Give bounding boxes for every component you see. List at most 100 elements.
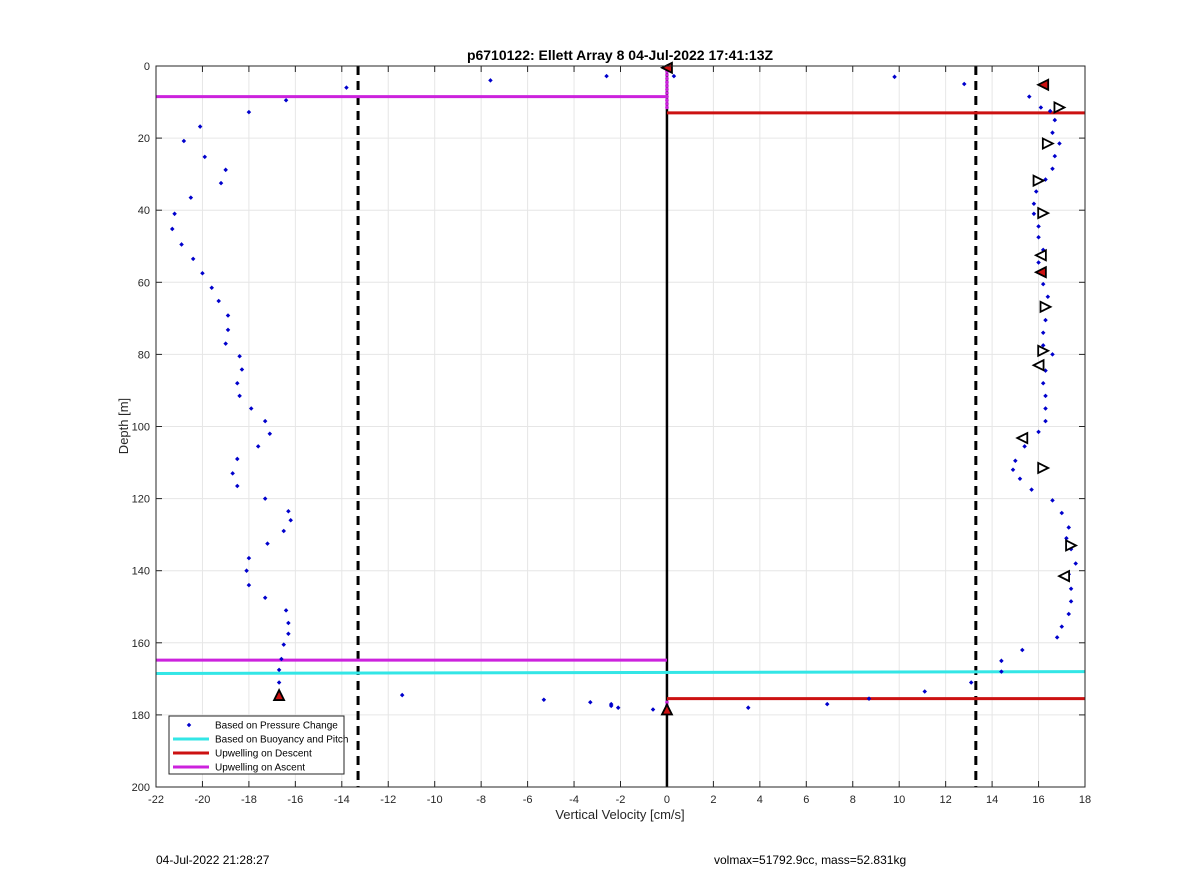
series-line — [155, 670, 1086, 675]
data-point — [230, 471, 235, 476]
data-point — [1022, 444, 1027, 449]
data-point — [237, 393, 242, 399]
data-point — [968, 680, 974, 685]
y-tick-label: 120 — [132, 494, 150, 506]
triangle-marker — [659, 61, 673, 75]
triangle-marker — [660, 702, 674, 716]
triangle-marker — [1039, 300, 1053, 314]
triangle-marker — [1041, 137, 1055, 150]
data-point — [1026, 94, 1032, 99]
axes-box — [155, 65, 1086, 788]
data-point — [399, 692, 405, 698]
data-point — [1047, 108, 1053, 114]
data-point — [1050, 352, 1055, 357]
x-tick-label: -18 — [241, 794, 257, 806]
data-point — [999, 658, 1004, 664]
x-tick-label: -10 — [427, 794, 443, 806]
data-point — [223, 341, 228, 346]
data-point — [541, 697, 547, 703]
surface-marker — [665, 105, 669, 110]
data-point — [279, 656, 284, 662]
data-point — [1043, 317, 1048, 323]
data-point — [209, 285, 215, 290]
data-point — [1045, 294, 1051, 299]
legend-entry: Based on Buoyancy and Pitch — [215, 735, 348, 746]
footer-timestamp: 04-Jul-2022 21:28:27 — [156, 853, 270, 867]
data-point — [235, 483, 240, 489]
y-tick-label: 0 — [144, 61, 150, 73]
plot-area: -22 -20 -18 -16 -14 -12 -10 -8 -6 -4 -2 0 2 4 6 8 10 12 14… — [132, 61, 1091, 806]
y-tick-label: 60 — [138, 277, 150, 289]
surface-marker — [665, 76, 669, 81]
data-point — [237, 353, 242, 359]
data-point — [615, 705, 621, 710]
x-tick-label: -2 — [616, 794, 626, 806]
data-point — [190, 256, 196, 262]
x-tick-label: 16 — [1032, 794, 1044, 806]
data-point — [262, 418, 268, 424]
triangle-marker — [272, 688, 286, 701]
y-axis-label: Depth [m] — [116, 398, 131, 454]
triangle-marker — [1037, 206, 1051, 220]
data-point — [1010, 467, 1016, 473]
y-tick-label: 160 — [132, 638, 150, 650]
x-tick-label: 14 — [986, 794, 998, 806]
data-point — [1040, 330, 1046, 336]
data-point — [999, 669, 1004, 674]
x-tick-label: -22 — [148, 794, 164, 806]
x-tick-label: -4 — [569, 794, 579, 806]
surface-marker — [665, 80, 669, 85]
data-point — [1050, 498, 1055, 503]
x-axis-label: Vertical Velocity [cm/s] — [555, 807, 684, 822]
data-point — [262, 496, 268, 501]
x-tick-label: 2 — [710, 794, 716, 806]
surface-marker — [665, 84, 669, 88]
x-tick-label: 6 — [803, 794, 809, 806]
y-tick-label: 140 — [132, 566, 150, 578]
data-point — [246, 109, 252, 115]
data-point — [1040, 281, 1046, 287]
triangle-marker — [1032, 174, 1046, 188]
data-point — [1050, 130, 1055, 135]
data-point — [1050, 166, 1055, 172]
triangle-marker — [1033, 265, 1047, 279]
triangle-marker — [1031, 358, 1045, 372]
data-point — [1052, 117, 1058, 123]
data-point — [1029, 487, 1034, 492]
x-tick-label: 0 — [664, 794, 670, 806]
x-tick-label: 4 — [757, 794, 763, 806]
data-point — [1031, 201, 1037, 206]
triangle-marker — [1037, 461, 1051, 475]
data-point — [248, 406, 254, 411]
data-point — [286, 620, 291, 626]
triangle-marker — [1033, 248, 1047, 262]
data-point — [588, 700, 593, 705]
y-tick-label: 80 — [138, 349, 150, 361]
data-point — [1013, 458, 1018, 464]
surface-marker — [665, 102, 669, 106]
data-point — [281, 642, 287, 647]
y-tick-label: 180 — [132, 710, 150, 722]
data-point — [1068, 586, 1074, 591]
data-point — [283, 608, 289, 613]
x-tick-label: -6 — [523, 794, 533, 806]
triangle-marker — [1057, 569, 1070, 583]
x-tick-label: 10 — [893, 794, 905, 806]
x-tick-label: 8 — [850, 794, 856, 806]
data-point — [267, 431, 273, 436]
data-point — [276, 667, 282, 673]
x-tick-label: -20 — [194, 794, 210, 806]
data-point — [745, 705, 751, 710]
y-tick-label: 200 — [132, 782, 150, 794]
triangle-marker — [1036, 78, 1050, 92]
x-tick-label: -12 — [380, 794, 396, 806]
data-point — [1017, 476, 1023, 482]
data-point — [1040, 343, 1046, 348]
x-tick-label: -16 — [287, 794, 303, 806]
chart-title: p6710122: Ellett Array 8 04-Jul-2022 17:… — [467, 47, 774, 63]
data-point — [216, 298, 221, 304]
data-point — [255, 444, 261, 449]
data-point — [608, 703, 614, 709]
data-point — [1073, 561, 1078, 566]
legend-entry: Upwelling on Ascent — [215, 763, 305, 774]
